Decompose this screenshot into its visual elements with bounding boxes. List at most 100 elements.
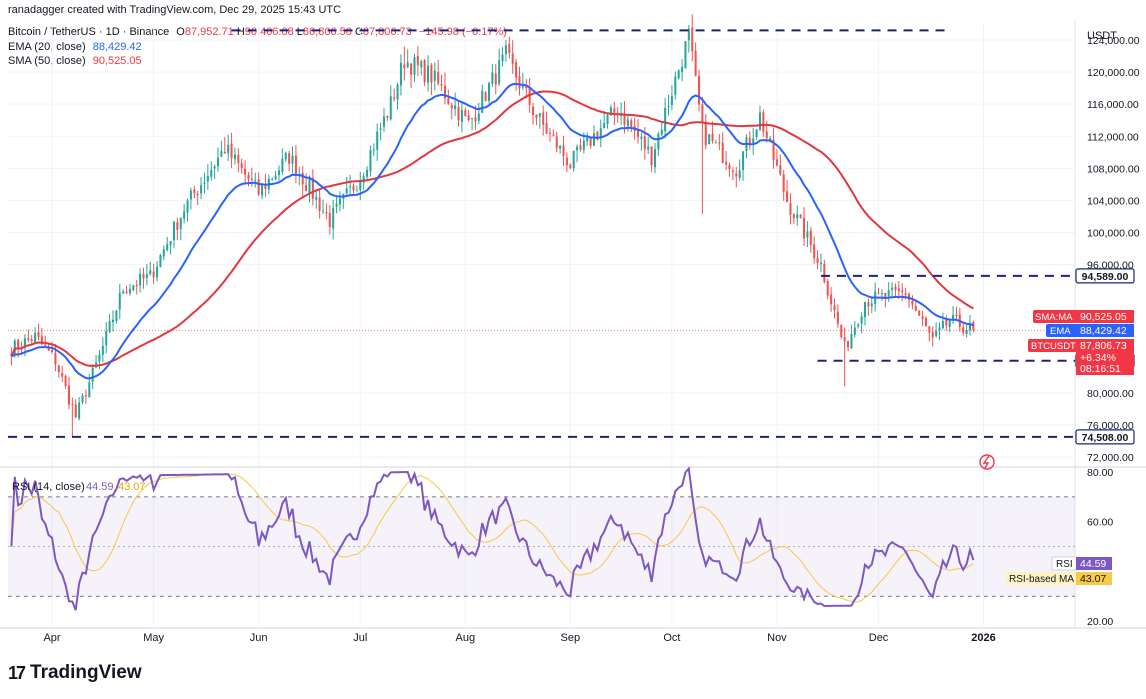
candle-body xyxy=(508,43,511,54)
candle-body xyxy=(792,214,795,219)
candle-body xyxy=(332,207,335,229)
candle-body xyxy=(887,290,890,297)
candle-body xyxy=(230,143,233,158)
candle-body xyxy=(891,287,894,290)
sma-tag-text: SMA:MA xyxy=(1035,312,1073,323)
candle-body xyxy=(532,106,535,115)
low-label: L xyxy=(296,26,303,38)
tradingview-mark-icon: 17 xyxy=(8,662,26,683)
candle-body xyxy=(962,327,965,333)
ema-price-text: 88,429.42 xyxy=(1080,325,1127,337)
time-axis-label: 2026 xyxy=(971,632,995,644)
candle-body xyxy=(504,45,507,55)
candle-body xyxy=(914,306,917,311)
candle-body xyxy=(362,176,365,183)
alert-lightning-icon xyxy=(979,454,995,470)
candle-body xyxy=(47,346,50,351)
candle-body xyxy=(911,300,914,305)
ema-legend-label: EMA (20, close) xyxy=(8,41,86,53)
symbol-line: Bitcoin / TetherUS · 1D · Binance O87,95… xyxy=(8,26,507,38)
symbol-tag-text: BTCUSDT xyxy=(1031,341,1076,352)
candle-body xyxy=(101,345,104,355)
candle-body xyxy=(423,60,426,83)
candle-body xyxy=(372,149,375,151)
sma-tag-box xyxy=(1033,310,1078,323)
candle-body xyxy=(799,214,802,218)
candle-body xyxy=(867,302,870,307)
candle-body xyxy=(389,96,392,120)
candle-body xyxy=(931,331,934,338)
candle-body xyxy=(410,63,413,75)
candle-body xyxy=(596,131,599,140)
last-price-box xyxy=(1076,339,1134,375)
candle-body xyxy=(528,87,531,105)
price-tick-label: 112,000.00 xyxy=(1087,131,1139,143)
candle-body xyxy=(379,128,382,130)
candle-body xyxy=(802,217,806,239)
candle-body xyxy=(735,173,738,177)
candle-body xyxy=(606,114,609,125)
candle-body xyxy=(728,165,731,170)
rsi-legend-value: 44.59 xyxy=(86,481,114,493)
candle-body xyxy=(474,117,477,122)
candle-body xyxy=(437,71,440,84)
change-value: −145.98 (−0.17%) xyxy=(418,26,507,38)
candle-body xyxy=(823,263,826,283)
candle-body xyxy=(240,163,243,168)
candle-body xyxy=(538,113,541,117)
candle-body xyxy=(928,326,931,333)
candle-body xyxy=(775,159,778,166)
candle-body xyxy=(948,320,951,327)
candle-body xyxy=(552,134,555,136)
candle-body xyxy=(406,62,409,68)
candle-body xyxy=(271,179,274,181)
rsi-value-box xyxy=(1076,557,1112,570)
candle-body xyxy=(179,217,182,230)
candle-body xyxy=(318,197,321,211)
candle-body xyxy=(430,65,433,83)
candle-body xyxy=(328,213,331,227)
candle-body xyxy=(833,305,836,311)
candle-body xyxy=(118,292,121,310)
candle-body xyxy=(413,57,416,75)
ema-legend: EMA (20, close) 88,429.42 xyxy=(8,41,142,53)
price-chart[interactable]: 94,589.0084,000.0074,508.00124,000.00120… xyxy=(0,0,1146,660)
candle-body xyxy=(657,133,660,150)
rsi-legend-title: RSI (14, close) xyxy=(12,481,85,493)
candle-body xyxy=(582,141,585,151)
candle-body xyxy=(637,129,640,137)
candle-body xyxy=(115,310,118,322)
candle-body xyxy=(464,110,467,116)
candle-body xyxy=(17,339,20,349)
candle-body xyxy=(237,154,240,164)
candle-body xyxy=(135,284,138,286)
candle-body xyxy=(884,293,887,298)
candle-body xyxy=(355,190,358,192)
candle-body xyxy=(57,365,60,372)
candle-body xyxy=(111,319,115,323)
tradingview-logo: 17 TradingView xyxy=(8,662,142,684)
candle-body xyxy=(863,302,867,318)
candle-body xyxy=(569,164,572,168)
candle-body xyxy=(447,98,450,104)
candle-body xyxy=(281,158,284,172)
candle-body xyxy=(674,76,677,95)
candle-body xyxy=(965,329,968,335)
candle-body xyxy=(359,181,362,191)
candle-body xyxy=(789,203,792,215)
candle-body xyxy=(921,316,924,320)
candle-body xyxy=(660,129,663,135)
candle-body xyxy=(667,105,670,107)
candle-body xyxy=(782,174,785,192)
price-tick-label: 76,000.00 xyxy=(1087,420,1134,432)
candle-body xyxy=(156,266,159,278)
ema-price-box xyxy=(1076,324,1134,337)
candle-body xyxy=(938,327,941,331)
candle-body xyxy=(542,112,545,125)
ema-legend-value: 88,429.42 xyxy=(92,41,142,53)
candle-body xyxy=(128,288,131,294)
level-price-tag xyxy=(1075,429,1135,445)
candle-body xyxy=(403,64,406,69)
candle-body xyxy=(64,375,67,387)
candle-body xyxy=(725,161,728,165)
